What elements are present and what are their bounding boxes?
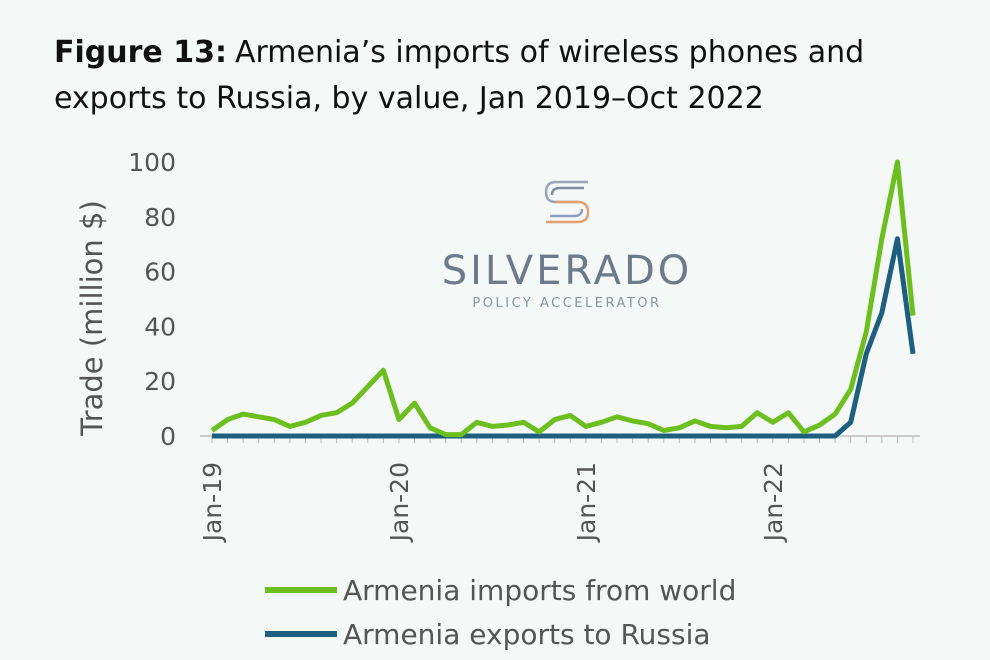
series-line bbox=[212, 236, 916, 439]
y-tick-label: 60 bbox=[144, 258, 176, 287]
x-tick-label: Jan-20 bbox=[385, 462, 414, 543]
y-tick-label: 80 bbox=[144, 203, 176, 232]
legend-label: Armenia exports to Russia bbox=[343, 618, 711, 651]
title-line: Armenia’s imports of wireless phones and bbox=[235, 35, 864, 70]
x-tick-label: Jan-22 bbox=[759, 462, 788, 543]
y-tick-label: 20 bbox=[144, 367, 176, 396]
y-axis-label: Trade (million $) bbox=[75, 200, 109, 437]
y-tick-label: 100 bbox=[128, 148, 176, 177]
title-label: Figure 13: bbox=[54, 35, 227, 70]
chart-title: Figure 13: Armenia’s imports of wireless … bbox=[54, 35, 864, 116]
title-line: exports to Russia, by value, Jan 2019–Oc… bbox=[54, 81, 764, 116]
logo-icon bbox=[544, 180, 590, 224]
series-line bbox=[210, 159, 916, 438]
x-tick-label: Jan-19 bbox=[198, 462, 227, 543]
logo-tagline: POLICY ACCELERATOR bbox=[472, 296, 661, 311]
y-tick-label: 0 bbox=[160, 422, 176, 451]
legend-label: Armenia imports from world bbox=[343, 574, 736, 607]
y-tick-label: 40 bbox=[144, 312, 176, 341]
x-tick-label: Jan-21 bbox=[572, 462, 601, 543]
logo-name: SILVERADO bbox=[442, 248, 693, 294]
logo: SILVERADO POLICY ACCELERATOR bbox=[442, 180, 693, 311]
